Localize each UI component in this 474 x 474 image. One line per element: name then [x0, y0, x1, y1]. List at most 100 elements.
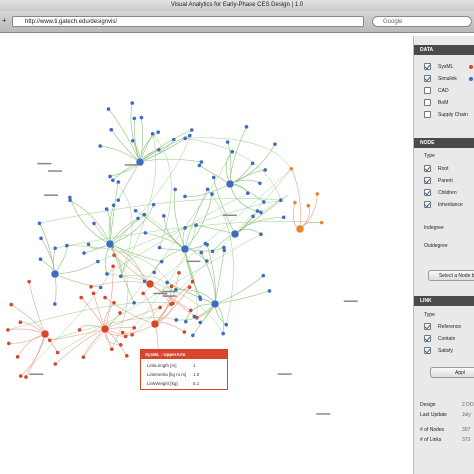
- link: [49, 328, 106, 341]
- node: [109, 127, 114, 132]
- checkbox[interactable]: [424, 165, 431, 172]
- checkbox[interactable]: [424, 111, 431, 118]
- node-label: [44, 194, 59, 196]
- node: [53, 246, 57, 251]
- node: [68, 195, 72, 200]
- stat-value: 2 DO: [462, 402, 474, 408]
- node: [315, 192, 320, 196]
- link: [7, 302, 173, 331]
- node: [267, 289, 272, 293]
- link: [104, 266, 114, 330]
- node: [255, 209, 260, 213]
- network-graph: [6, 101, 358, 415]
- link: [213, 177, 236, 235]
- node: [98, 285, 103, 290]
- node: [112, 253, 116, 258]
- node: [190, 279, 195, 284]
- link: [20, 266, 114, 377]
- checkbox[interactable]: [424, 347, 431, 354]
- link: [120, 133, 157, 277]
- node: [157, 245, 162, 250]
- node: [7, 341, 11, 346]
- checkbox[interactable]: [424, 177, 431, 184]
- link: [104, 307, 161, 330]
- checkbox-label: Supply Chain: [438, 112, 468, 118]
- checkbox[interactable]: [424, 323, 431, 330]
- checkbox-label: Contain: [438, 336, 456, 342]
- link: [111, 135, 191, 247]
- node: [18, 320, 23, 325]
- link: [135, 210, 186, 250]
- node: [141, 291, 145, 296]
- link: [54, 245, 68, 275]
- node: [205, 242, 209, 247]
- node: [118, 274, 123, 279]
- node: [92, 221, 96, 226]
- link: [214, 303, 224, 334]
- node: [198, 295, 202, 299]
- link: [69, 199, 111, 245]
- link: [225, 151, 233, 185]
- node: [142, 212, 147, 217]
- url-bar[interactable]: http://www.ti.gatech.edu/designvis/: [12, 16, 364, 27]
- checkbox[interactable]: [424, 201, 431, 208]
- node: [133, 208, 138, 213]
- node-label: [124, 164, 139, 166]
- node: [37, 221, 42, 226]
- link: [152, 133, 172, 248]
- node: [221, 331, 225, 336]
- link: [100, 145, 141, 163]
- hub-node: [180, 244, 190, 254]
- node: [281, 215, 286, 220]
- checkbox[interactable]: [424, 335, 431, 342]
- node: [210, 192, 214, 196]
- link: [49, 317, 177, 341]
- checkbox[interactable]: [424, 63, 431, 70]
- node: [205, 187, 210, 192]
- tooltip: SysML : UpperArm LinkLength [m] 1 LinkInert…: [140, 349, 228, 390]
- link: [139, 129, 192, 163]
- checkbox-label: Inheritance: [438, 202, 463, 208]
- node: [174, 287, 178, 292]
- checkbox-label: Children: [438, 190, 457, 196]
- node-label: [222, 214, 237, 216]
- node-label: [162, 295, 177, 297]
- stat-value: July: [462, 412, 471, 418]
- node: [15, 355, 20, 359]
- select-node-button[interactable]: Select a Node by: [428, 270, 474, 281]
- checkbox[interactable]: [424, 75, 431, 82]
- node: [110, 347, 114, 352]
- checkbox-label: Simulink: [438, 76, 457, 82]
- node: [263, 168, 267, 172]
- node: [116, 180, 121, 184]
- node: [96, 259, 100, 264]
- checkbox[interactable]: [424, 99, 431, 106]
- node: [111, 264, 115, 269]
- node: [259, 210, 263, 215]
- search-box[interactable]: Google: [372, 16, 472, 27]
- checkbox[interactable]: [424, 87, 431, 94]
- checkbox[interactable]: [424, 189, 431, 196]
- link: [260, 195, 288, 213]
- tooltip-title: SysML : UpperArm: [141, 350, 227, 359]
- apply-button[interactable]: Appl: [430, 367, 474, 378]
- node: [55, 350, 60, 355]
- node: [222, 245, 226, 250]
- node: [157, 148, 161, 152]
- link: [291, 168, 301, 230]
- node: [251, 214, 255, 219]
- node: [204, 259, 209, 263]
- type-label: Type: [424, 312, 435, 318]
- add-tab[interactable]: +: [2, 16, 7, 25]
- node: [183, 136, 187, 141]
- node: [197, 163, 202, 168]
- link: [109, 243, 135, 303]
- node: [89, 285, 93, 289]
- node: [246, 191, 250, 196]
- node: [258, 181, 262, 186]
- link: [106, 273, 224, 334]
- section-header: DATA: [414, 45, 474, 55]
- node: [123, 334, 128, 339]
- node: [82, 251, 86, 255]
